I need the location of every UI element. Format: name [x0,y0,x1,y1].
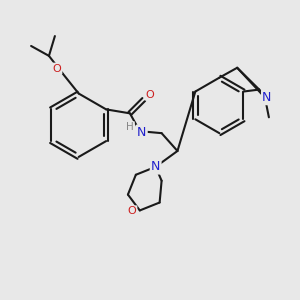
Text: N: N [151,160,160,173]
Text: O: O [52,64,61,74]
Text: N: N [262,91,272,104]
Text: N: N [137,126,146,139]
Text: O: O [128,206,136,216]
Text: H: H [126,122,134,132]
Text: O: O [145,89,154,100]
